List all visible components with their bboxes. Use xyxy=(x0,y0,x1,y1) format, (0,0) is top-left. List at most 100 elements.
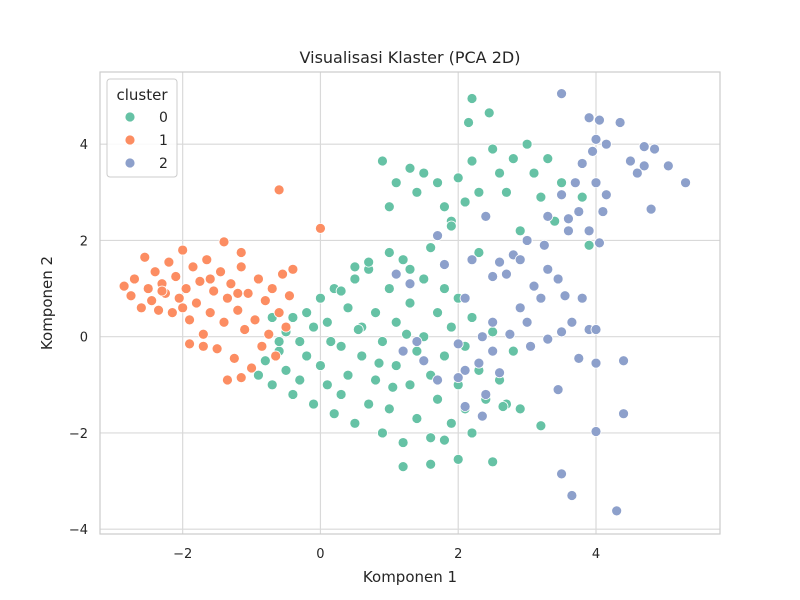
cluster-2-point xyxy=(590,133,602,145)
cluster-0-point xyxy=(397,254,409,266)
cluster-2-point xyxy=(563,213,574,225)
cluster-0-point xyxy=(445,321,457,333)
cluster-0-point xyxy=(542,153,554,165)
cluster-0-point xyxy=(377,155,388,167)
cluster-0-point xyxy=(466,312,478,323)
cluster-2-point xyxy=(501,268,512,280)
cluster-0-point xyxy=(259,355,271,367)
cluster-0-point xyxy=(425,458,437,470)
legend-label-1: 1 xyxy=(159,133,168,149)
cluster-0-point xyxy=(352,324,364,335)
cluster-2-point xyxy=(439,259,450,270)
cluster-0-point xyxy=(445,220,457,232)
cluster-0-point xyxy=(356,350,368,362)
cluster-2-point xyxy=(556,326,567,338)
cluster-2-point xyxy=(680,177,691,189)
cluster-1-point xyxy=(184,314,195,326)
cluster-2-point xyxy=(563,225,574,237)
cluster-2-point xyxy=(573,352,585,364)
cluster-0-point xyxy=(514,403,526,415)
y-tick-labels: −4 −2 0 2 4 xyxy=(69,138,88,538)
legend-label-0: 0 xyxy=(159,110,168,126)
cluster-1-point xyxy=(239,324,251,335)
y-tick-label: 0 xyxy=(80,331,88,346)
cluster-0-point xyxy=(349,417,361,429)
cluster-1-point xyxy=(194,275,206,287)
cluster-2-point xyxy=(590,324,602,335)
x-tick-labels: −2 0 2 4 xyxy=(173,547,600,562)
cluster-1-point xyxy=(166,307,178,319)
cluster-0-point xyxy=(583,239,595,251)
legend-marker-2 xyxy=(124,157,136,169)
cluster-2-point xyxy=(552,384,564,396)
cluster-1-point xyxy=(180,283,192,294)
cluster-1-point xyxy=(218,316,230,328)
cluster-0-point xyxy=(463,117,474,128)
cluster-0-point xyxy=(363,398,375,410)
cluster-2-point xyxy=(576,158,588,169)
cluster-2-point xyxy=(521,316,533,328)
legend-label-2: 2 xyxy=(159,156,168,172)
cluster-2-point xyxy=(538,239,550,251)
cluster-2-point xyxy=(600,189,612,201)
data-points xyxy=(118,88,691,517)
cluster-1-point xyxy=(280,321,292,333)
cluster-0-point xyxy=(487,456,499,468)
cluster-2-point xyxy=(662,160,674,172)
cluster-2-point xyxy=(614,117,626,128)
cluster-0-point xyxy=(473,186,485,198)
cluster-0-point xyxy=(280,364,292,376)
cluster-1-point xyxy=(187,261,199,273)
cluster-1-point xyxy=(173,292,185,304)
cluster-1-point xyxy=(177,244,189,256)
cluster-2-point xyxy=(569,177,581,189)
cluster-0-point xyxy=(377,427,388,439)
cluster-0-point xyxy=(370,307,381,319)
cluster-0-point xyxy=(466,155,478,167)
cluster-2-point xyxy=(487,316,499,328)
cluster-0-point xyxy=(445,417,457,429)
cluster-2-point xyxy=(452,372,464,383)
cluster-0-point xyxy=(404,263,416,275)
cluster-0-point xyxy=(439,201,450,213)
cluster-2-point xyxy=(521,235,533,246)
cluster-2-point xyxy=(411,336,423,347)
cluster-0-point xyxy=(315,360,326,371)
cluster-1-point xyxy=(287,263,299,275)
cluster-0-point xyxy=(507,153,519,165)
cluster-2-point xyxy=(590,357,602,369)
cluster-0-point xyxy=(308,321,319,333)
cluster-1-point xyxy=(170,271,182,282)
y-tick-label: −4 xyxy=(69,523,88,538)
cluster-2-point xyxy=(645,203,657,215)
cluster-0-point xyxy=(439,283,450,294)
cluster-2-point xyxy=(459,364,471,376)
cluster-1-point xyxy=(315,223,326,234)
cluster-2-point xyxy=(514,254,526,266)
cluster-2-point xyxy=(535,292,547,304)
cluster-1-point xyxy=(184,338,195,350)
cluster-1-point xyxy=(146,295,158,306)
cluster-2-point xyxy=(459,292,471,304)
cluster-0-point xyxy=(418,167,430,179)
legend-items: 0 1 2 xyxy=(124,110,168,172)
cluster-0-point xyxy=(397,461,409,473)
cluster-0-point xyxy=(294,374,306,386)
legend-title: cluster xyxy=(116,86,168,104)
cluster-1-point xyxy=(222,292,233,304)
cluster-2-point xyxy=(390,268,402,280)
cluster-0-point xyxy=(328,408,340,420)
cluster-0-point xyxy=(501,186,512,198)
cluster-1-point xyxy=(266,283,278,294)
cluster-0-point xyxy=(273,336,285,347)
cluster-1-point xyxy=(235,247,247,258)
cluster-0-point xyxy=(301,350,313,362)
cluster-2-point xyxy=(618,408,629,420)
cluster-2-point xyxy=(480,389,492,400)
cluster-2-point xyxy=(559,290,571,302)
cluster-2-point xyxy=(476,410,488,422)
cluster-2-point xyxy=(583,225,595,237)
cluster-2-point xyxy=(542,263,554,275)
cluster-2-point xyxy=(566,490,578,501)
